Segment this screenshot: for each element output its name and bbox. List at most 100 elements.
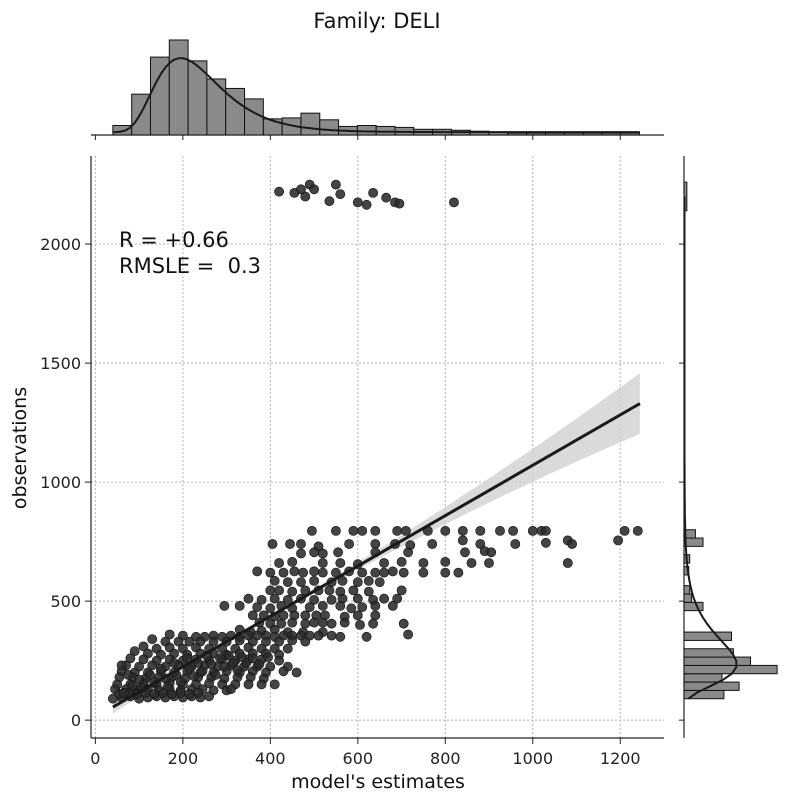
x-ticks: 0 200 400 600 800 1000 1200 — [90, 738, 641, 768]
data-point — [427, 539, 438, 549]
y-tick-label: 1000 — [40, 473, 81, 492]
data-point — [357, 567, 368, 578]
data-point — [619, 526, 630, 536]
right-hist-bar — [683, 648, 734, 658]
data-point — [276, 618, 287, 629]
data-point — [486, 547, 497, 558]
data-point — [173, 636, 184, 647]
data-point — [440, 557, 451, 567]
data-point — [300, 610, 311, 621]
data-point — [335, 631, 346, 642]
data-point — [457, 526, 468, 536]
data-point — [613, 535, 623, 546]
data-point — [252, 566, 263, 577]
data-point — [317, 617, 328, 628]
data-point — [278, 567, 289, 578]
data-point — [287, 557, 298, 567]
data-point — [149, 689, 160, 699]
data-point — [400, 526, 411, 536]
right-hist-bar — [683, 593, 693, 603]
data-point — [317, 558, 328, 568]
data-point — [296, 577, 306, 587]
y-ticks: 0 500 1000 1500 2000 — [40, 235, 91, 730]
right-kde-curve — [683, 196, 738, 700]
y-tick-label: 0 — [71, 711, 81, 730]
data-point — [339, 617, 350, 628]
data-point — [265, 603, 276, 614]
data-point — [363, 586, 374, 597]
data-point — [118, 687, 129, 698]
data-point — [282, 643, 293, 654]
data-point — [541, 526, 551, 536]
data-point — [352, 577, 363, 587]
top-hist-bar — [582, 132, 603, 136]
data-point — [210, 670, 221, 680]
data-point — [418, 567, 429, 578]
data-point — [298, 567, 308, 578]
data-point — [387, 601, 398, 611]
top-hist-bar — [356, 125, 377, 136]
y-tick-label: 2000 — [40, 235, 81, 254]
data-point — [361, 199, 372, 210]
data-point — [243, 679, 254, 690]
top-histogram — [91, 39, 664, 140]
data-point — [632, 526, 643, 536]
data-point — [256, 595, 267, 605]
data-point — [381, 192, 392, 203]
data-point — [296, 548, 306, 559]
data-point — [335, 601, 346, 611]
top-hist-bar — [601, 132, 622, 136]
right-hist-bar — [683, 585, 691, 595]
data-point — [223, 651, 234, 661]
right-hist-bar — [683, 631, 732, 641]
data-point — [296, 184, 306, 195]
data-point — [243, 593, 254, 604]
data-point — [368, 187, 378, 198]
data-point — [379, 593, 389, 604]
data-point — [278, 666, 289, 677]
data-point — [396, 585, 407, 596]
top-hist-bar — [319, 119, 340, 136]
data-point — [335, 558, 346, 568]
data-point — [562, 558, 573, 568]
right-histogram — [679, 156, 778, 738]
data-point — [368, 618, 378, 629]
data-point — [252, 602, 263, 612]
data-point — [361, 631, 372, 642]
data-point — [274, 558, 284, 568]
data-point — [265, 585, 276, 596]
y-tick-label: 1500 — [40, 354, 81, 373]
data-point — [291, 667, 302, 678]
right-hist-bar — [683, 537, 704, 547]
data-point — [348, 526, 359, 536]
data-point — [317, 601, 328, 611]
data-point — [484, 558, 494, 568]
data-point — [247, 610, 258, 621]
axes — [90, 156, 664, 739]
data-point — [300, 191, 311, 202]
data-point — [134, 674, 144, 685]
data-point — [374, 577, 385, 587]
data-point — [379, 567, 389, 578]
right-hist-bar — [683, 601, 704, 612]
right-hist-bar — [683, 656, 751, 666]
data-point — [138, 654, 149, 665]
x-tick-label: 1000 — [512, 749, 553, 768]
regression-line — [112, 402, 641, 709]
data-point — [346, 603, 357, 614]
data-point — [300, 636, 311, 647]
data-point — [344, 539, 354, 549]
x-tick-label: 200 — [168, 749, 199, 768]
data-point — [348, 585, 359, 596]
data-point — [309, 595, 319, 605]
data-point — [370, 526, 381, 536]
top-hist-bar — [507, 132, 528, 136]
data-point — [263, 652, 273, 662]
data-point — [188, 671, 199, 681]
data-point — [355, 620, 365, 630]
data-point — [287, 635, 298, 646]
data-point — [219, 601, 230, 611]
data-point — [326, 618, 337, 629]
data-point — [335, 189, 346, 199]
data-point — [396, 557, 407, 567]
